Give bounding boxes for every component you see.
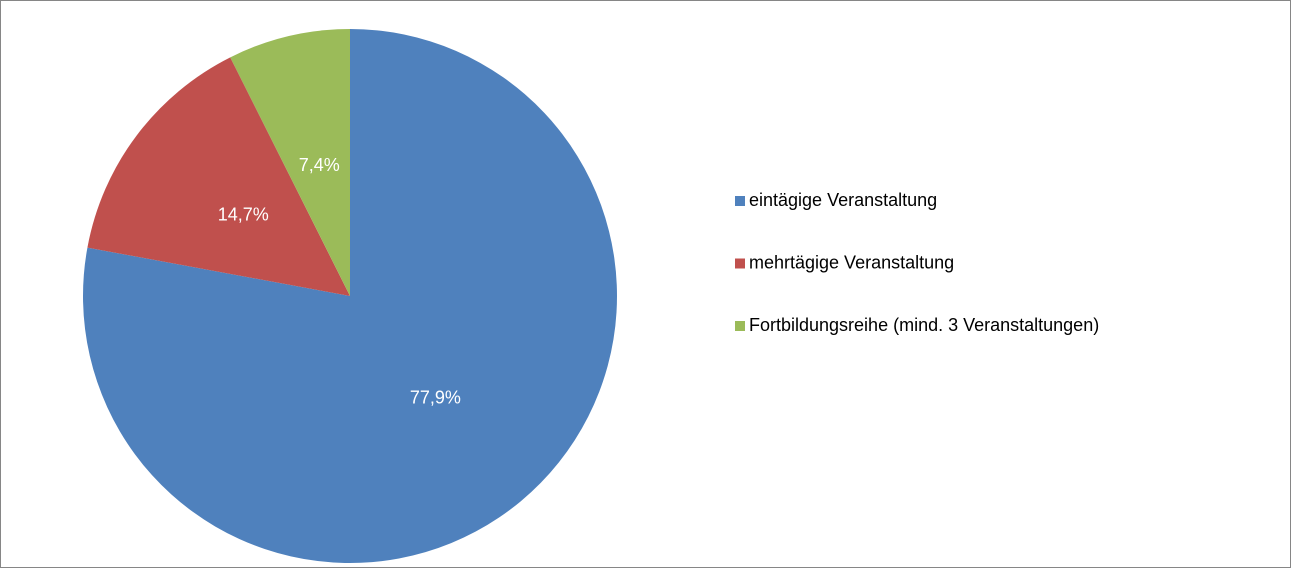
legend-label: Fortbildungsreihe (mind. 3 Veranstaltung… (749, 315, 1099, 335)
legend-swatch (735, 321, 745, 331)
legend-label: mehrtägige Veranstaltung (749, 252, 954, 272)
data-label: 77,9% (410, 387, 461, 407)
data-label: 7,4% (299, 155, 340, 175)
pie-slice (87, 57, 350, 296)
pie-slice (230, 29, 350, 296)
data-label: 14,7% (218, 205, 269, 225)
legend-swatch (735, 258, 745, 269)
legend-swatch (735, 196, 745, 206)
legend-label: eintägige Veranstaltung (749, 190, 937, 210)
